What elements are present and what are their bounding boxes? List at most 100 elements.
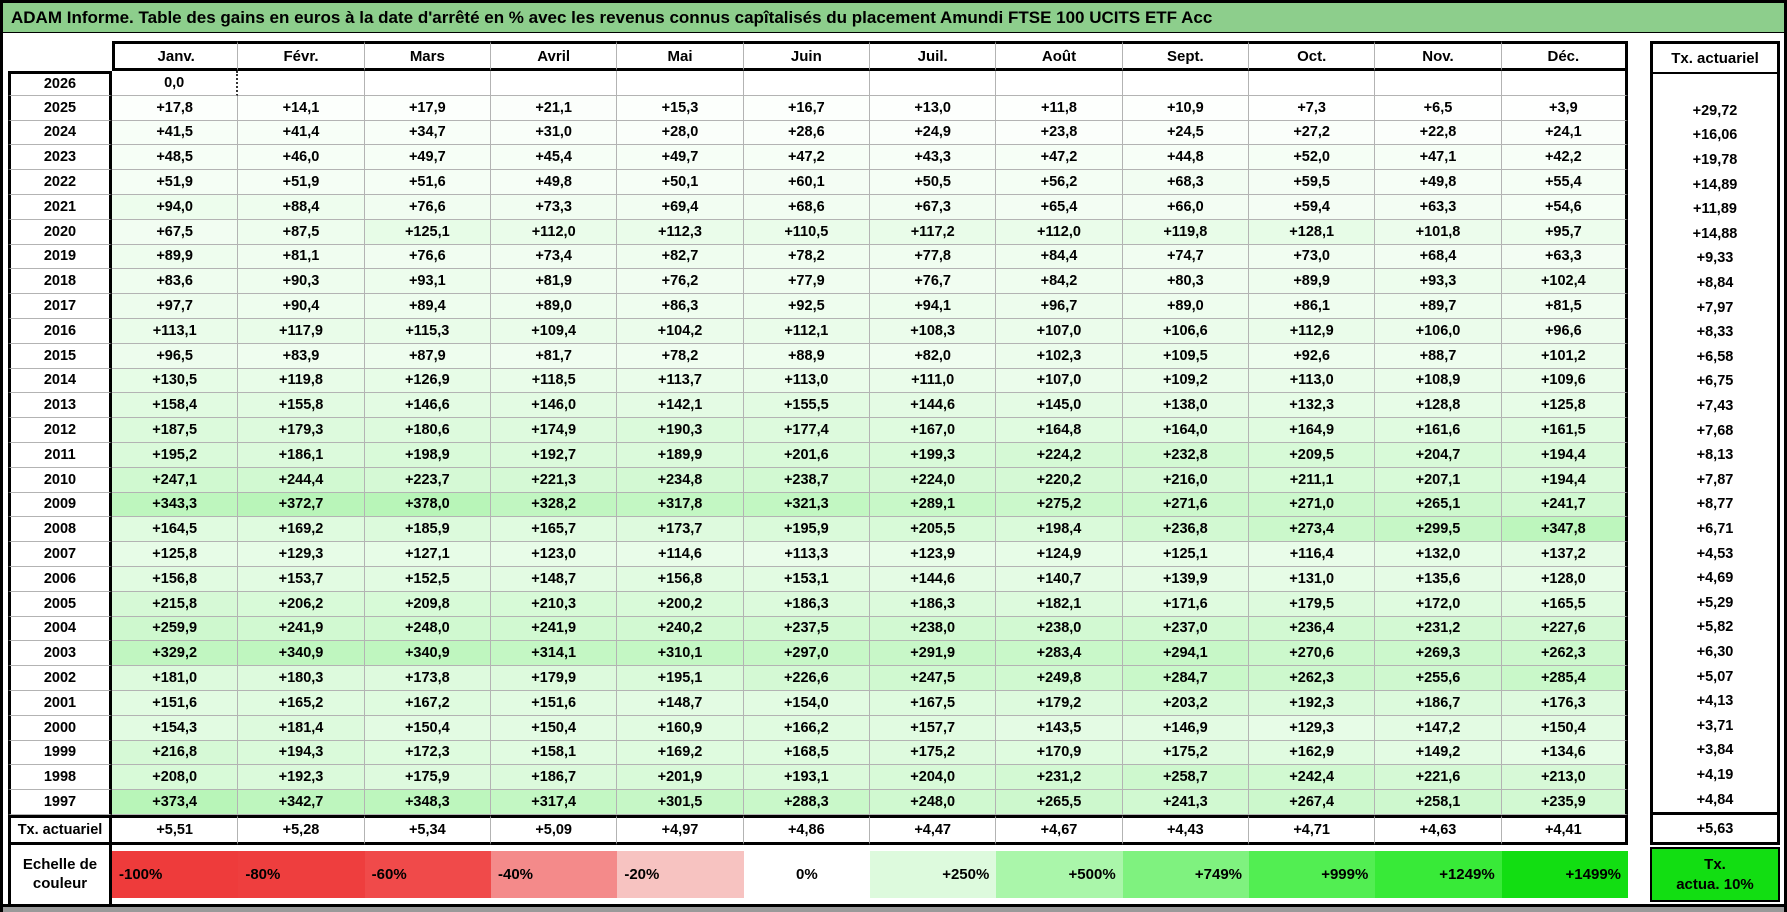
gain-cell-2023-m7[interactable]: +43,3: [870, 145, 997, 171]
gain-cell-2004-m5[interactable]: +240,2: [617, 616, 744, 642]
tx-value-2010[interactable]: +7,87: [1696, 471, 1734, 488]
tx-value-2007[interactable]: +4,53: [1696, 545, 1734, 562]
gain-cell-2004-m4[interactable]: +241,9: [491, 616, 618, 642]
gain-cell-2001-m1[interactable]: +151,6: [112, 690, 239, 716]
gain-cell-2009-m6[interactable]: +321,3: [743, 492, 870, 518]
gain-cell-2012-m5[interactable]: +190,3: [617, 418, 744, 443]
gain-cell-2005-m3[interactable]: +209,8: [364, 591, 491, 617]
tx-value-2020[interactable]: +14,88: [1692, 225, 1738, 242]
year-label-2008[interactable]: 2008: [8, 517, 112, 543]
gain-cell-2007-m11[interactable]: +132,0: [1375, 542, 1502, 567]
gain-cell-2018-m4[interactable]: +81,9: [491, 269, 618, 295]
footer-tx-m5[interactable]: +4,97: [617, 814, 744, 845]
footer-tx-m3[interactable]: +5,34: [364, 814, 491, 845]
gain-cell-2006-m6[interactable]: +153,1: [743, 566, 870, 592]
gain-cell-2000-m10[interactable]: +129,3: [1249, 715, 1376, 741]
gain-cell-2004-m2[interactable]: +241,9: [238, 616, 365, 642]
gain-cell-2010-m6[interactable]: +238,7: [743, 467, 870, 493]
tx-column-footer-value[interactable]: +5,63: [1653, 812, 1777, 842]
gain-cell-2008-m11[interactable]: +299,5: [1375, 517, 1502, 543]
gain-cell-2012-m7[interactable]: +167,0: [870, 418, 997, 443]
gain-cell-2016-m7[interactable]: +108,3: [870, 318, 997, 344]
gain-cell-2025-m7[interactable]: +13,0: [870, 95, 997, 121]
gain-cell-2005-m6[interactable]: +186,3: [743, 591, 870, 617]
year-label-2013[interactable]: 2013: [8, 393, 112, 419]
gain-cell-2012-m9[interactable]: +164,0: [1122, 418, 1249, 443]
gain-cell-2007-m3[interactable]: +127,1: [364, 542, 491, 567]
gain-cell-2021-m1[interactable]: +94,0: [112, 194, 239, 220]
gain-cell-2014-m2[interactable]: +119,8: [238, 368, 365, 394]
gain-cell-2008-m6[interactable]: +195,9: [743, 517, 870, 543]
gain-cell-1997-m11[interactable]: +258,1: [1375, 790, 1502, 815]
gain-cell-2013-m10[interactable]: +132,3: [1249, 393, 1376, 419]
gain-cell-2006-m11[interactable]: +135,6: [1375, 566, 1502, 592]
gain-cell-1999-m11[interactable]: +149,2: [1375, 740, 1502, 766]
gain-cell-2018-m7[interactable]: +76,7: [870, 269, 997, 295]
gain-cell-2006-m9[interactable]: +139,9: [1122, 566, 1249, 592]
gain-cell-2023-m12[interactable]: +42,2: [1501, 145, 1628, 171]
gain-cell-2026-m11[interactable]: [1375, 71, 1502, 96]
gain-cell-2022-m3[interactable]: +51,6: [364, 170, 491, 195]
gain-cell-2025-m9[interactable]: +10,9: [1122, 95, 1249, 121]
tx-value-2021[interactable]: +11,89: [1693, 201, 1737, 218]
gain-cell-2011-m9[interactable]: +232,8: [1122, 442, 1249, 468]
gain-cell-2020-m7[interactable]: +117,2: [870, 219, 997, 245]
gain-cell-2023-m4[interactable]: +45,4: [491, 145, 618, 171]
gain-cell-2022-m5[interactable]: +50,1: [617, 170, 744, 195]
gain-cell-2002-m11[interactable]: +255,6: [1375, 666, 1502, 691]
gain-cell-2011-m2[interactable]: +186,1: [238, 442, 365, 468]
gain-cell-2025-m6[interactable]: +16,7: [743, 95, 870, 121]
gain-cell-2021-m11[interactable]: +63,3: [1375, 194, 1502, 220]
gain-cell-2019-m6[interactable]: +78,2: [743, 244, 870, 270]
year-label-2001[interactable]: 2001: [8, 690, 112, 716]
gain-cell-2004-m1[interactable]: +259,9: [112, 616, 239, 642]
gain-cell-2007-m8[interactable]: +124,9: [996, 542, 1123, 567]
tx-value-1997[interactable]: +4,84: [1696, 791, 1734, 808]
tx-value-2002[interactable]: +5,07: [1696, 668, 1734, 685]
gain-cell-2026-m1[interactable]: 0,0: [112, 71, 239, 96]
gain-cell-2008-m3[interactable]: +185,9: [364, 517, 491, 543]
footer-tx-m12[interactable]: +4,41: [1501, 814, 1628, 845]
footer-tx-m6[interactable]: +4,86: [743, 814, 870, 845]
gain-cell-2023-m6[interactable]: +47,2: [743, 145, 870, 171]
gain-cell-2014-m3[interactable]: +126,9: [364, 368, 491, 394]
gain-cell-2004-m3[interactable]: +248,0: [364, 616, 491, 642]
gain-cell-2021-m5[interactable]: +69,4: [617, 194, 744, 220]
year-label-2024[interactable]: 2024: [8, 120, 112, 146]
gain-cell-2014-m5[interactable]: +113,7: [617, 368, 744, 394]
gain-cell-2007-m2[interactable]: +129,3: [238, 542, 365, 567]
tx-value-2019[interactable]: +9,33: [1696, 250, 1734, 267]
gain-cell-2021-m2[interactable]: +88,4: [238, 194, 365, 220]
year-label-2006[interactable]: 2006: [8, 566, 112, 592]
gain-cell-2022-m10[interactable]: +59,5: [1249, 170, 1376, 195]
gain-cell-2012-m4[interactable]: +174,9: [491, 418, 618, 443]
gain-cell-1997-m4[interactable]: +317,4: [491, 790, 618, 815]
gain-cell-2019-m10[interactable]: +73,0: [1249, 244, 1376, 270]
gain-cell-2024-m7[interactable]: +24,9: [870, 120, 997, 146]
gain-cell-2009-m8[interactable]: +275,2: [996, 492, 1123, 518]
gain-cell-2022-m2[interactable]: +51,9: [238, 170, 365, 195]
gain-cell-2022-m4[interactable]: +49,8: [491, 170, 618, 195]
gain-cell-2019-m12[interactable]: +63,3: [1501, 244, 1628, 270]
gain-cell-1999-m10[interactable]: +162,9: [1249, 740, 1376, 766]
gain-cell-2019-m11[interactable]: +68,4: [1375, 244, 1502, 270]
gain-cell-1998-m6[interactable]: +193,1: [743, 765, 870, 791]
gain-cell-2021-m3[interactable]: +76,6: [364, 194, 491, 220]
gain-cell-2004-m9[interactable]: +237,0: [1122, 616, 1249, 642]
gain-cell-2012-m11[interactable]: +161,6: [1375, 418, 1502, 443]
gain-cell-2016-m5[interactable]: +104,2: [617, 318, 744, 344]
gain-cell-2007-m4[interactable]: +123,0: [491, 542, 618, 567]
year-label-2010[interactable]: 2010: [8, 467, 112, 493]
gain-cell-2018-m3[interactable]: +93,1: [364, 269, 491, 295]
tx-value-2000[interactable]: +3,71: [1696, 717, 1734, 734]
gain-cell-2010-m2[interactable]: +244,4: [238, 467, 365, 493]
gain-cell-2009-m5[interactable]: +317,8: [617, 492, 744, 518]
gain-cell-2013-m4[interactable]: +146,0: [491, 393, 618, 419]
gain-cell-2026-m10[interactable]: [1249, 71, 1376, 96]
year-label-2022[interactable]: 2022: [8, 170, 112, 195]
gain-cell-2001-m12[interactable]: +176,3: [1501, 690, 1628, 716]
footer-tx-m7[interactable]: +4,47: [870, 814, 997, 845]
gain-cell-2013-m3[interactable]: +146,6: [364, 393, 491, 419]
gain-cell-2026-m8[interactable]: [996, 71, 1123, 96]
gain-cell-2018-m5[interactable]: +76,2: [617, 269, 744, 295]
